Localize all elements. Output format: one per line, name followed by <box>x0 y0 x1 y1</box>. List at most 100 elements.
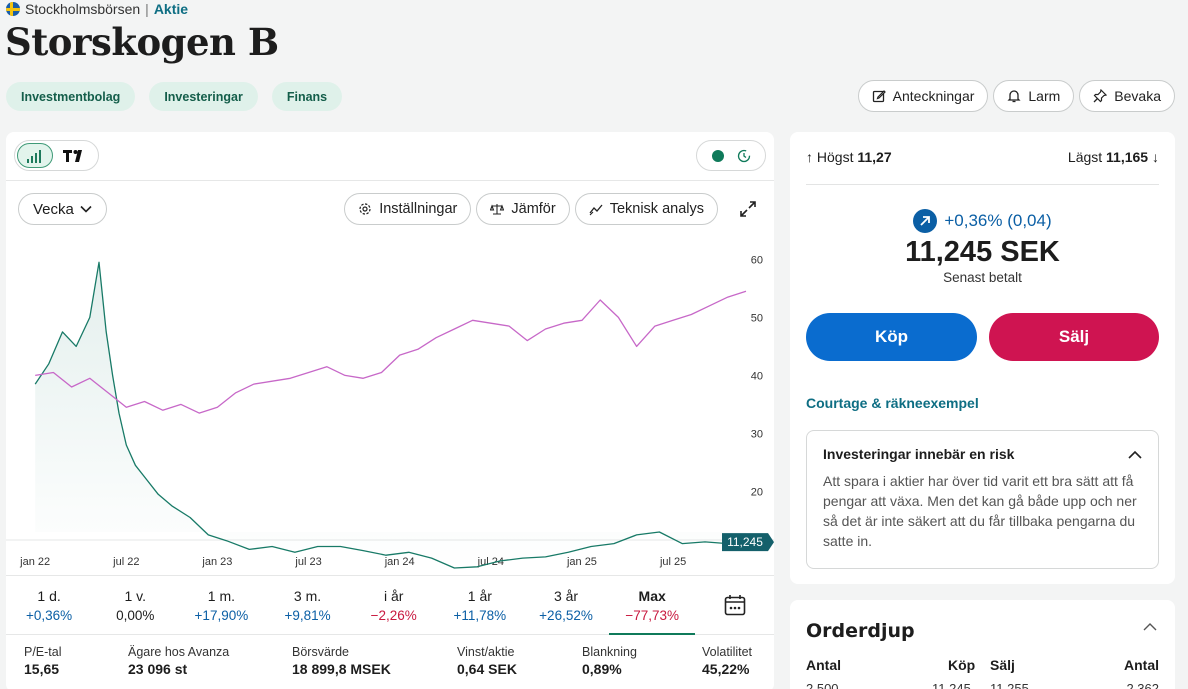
tag-finans[interactable]: Finans <box>271 82 343 111</box>
quote-card: ↑ Högst 11,27 Lägst 11,165 ↓ +0,36% (0,0… <box>790 132 1175 584</box>
range-tab[interactable]: Max −77,73% <box>609 576 696 635</box>
price-chart[interactable]: 60 50 40 30 20 jan 22 jul 22 jan 23 jul 23 jan 24… <box>6 242 774 572</box>
header-qty-sell: Antal <box>1124 657 1159 673</box>
page-title: Storskogen B <box>5 20 279 64</box>
key-fact-value: 23 096 st <box>128 661 188 677</box>
range-label: 1 d. <box>37 587 61 604</box>
range-label: Max <box>638 587 666 604</box>
chevron-up-icon[interactable] <box>1143 622 1157 631</box>
y-tick-label: 20 <box>751 486 763 498</box>
instrument-type[interactable]: Aktie <box>153 1 189 17</box>
row-qty-sell: 2 362 <box>1126 681 1159 689</box>
tag-list: Investmentbolag Investeringar Finans <box>6 82 343 111</box>
range-tab[interactable]: i år −2,26% <box>351 576 437 634</box>
toolbar-divider <box>6 180 774 181</box>
calendar-icon <box>724 595 745 616</box>
key-fact-value: 18 899,8 MSEK <box>292 661 391 677</box>
row-sell: 11,255 <box>990 681 1029 689</box>
x-tick-label: jul 25 <box>659 556 686 568</box>
period-select[interactable]: Vecka <box>18 193 107 225</box>
key-fact-label: Börsvärde <box>292 645 349 659</box>
range-label: 1 år <box>467 587 492 604</box>
x-tick-label: jan 25 <box>566 556 597 568</box>
risk-header[interactable]: Investeringar innebär en risk <box>823 446 1142 462</box>
tag-investmentbolag[interactable]: Investmentbolag <box>6 82 136 111</box>
x-tick-label: jan 24 <box>384 556 415 568</box>
pin-icon <box>1093 89 1108 103</box>
x-tick-label: jul 22 <box>112 556 139 568</box>
compare-label: Jämför <box>511 201 556 217</box>
key-fact: P/E-tal 15,65 <box>24 645 62 677</box>
range-tab[interactable]: 3 år +26,52% <box>523 576 609 634</box>
courtage-link[interactable]: Courtage & räkneexempel <box>806 395 979 411</box>
y-tick-label: 40 <box>751 370 763 382</box>
key-fact-label: Blankning <box>582 645 637 659</box>
y-tick-label: 50 <box>751 312 763 324</box>
range-tab[interactable]: 1 d. +0,36% <box>6 576 92 634</box>
history-icon <box>737 149 750 162</box>
day-low: Lägst 11,165 ↓ <box>1067 149 1159 165</box>
sell-button[interactable]: Sälj <box>989 313 1159 361</box>
change-row: +0,36% (0,04) <box>790 209 1175 233</box>
buy-button[interactable]: Köp <box>806 313 977 361</box>
range-tab[interactable]: 1 m. +17,90% <box>178 576 264 634</box>
range-change: +11,78% <box>453 607 507 623</box>
risk-text: Att spara i aktier har över tid varit et… <box>823 473 1137 549</box>
range-label: 3 m. <box>293 587 322 604</box>
key-fact: Blankning 0,89% <box>582 645 637 677</box>
series-line-index <box>35 290 747 414</box>
notes-button[interactable]: Anteckningar <box>857 80 989 112</box>
last-price-label: Senast betalt <box>943 270 1022 285</box>
risk-title: Investeringar innebär en risk <box>823 446 1015 462</box>
key-fact-label: Vinst/aktie <box>457 645 515 659</box>
mountain-chart-button[interactable] <box>17 143 53 168</box>
tag-investeringar[interactable]: Investeringar <box>149 82 258 111</box>
row-qty-buy: 2 500 <box>806 681 839 689</box>
key-fact-label: Volatilitet <box>702 645 753 659</box>
key-fact: Ägare hos Avanza 23 096 st <box>128 645 229 677</box>
range-tab[interactable]: 1 v. 0,00% <box>92 576 178 634</box>
series-area <box>35 262 746 568</box>
row-buy: 11,245 <box>932 681 971 689</box>
last-price: 11,245 SEK <box>905 236 1060 268</box>
range-label: 1 v. <box>124 587 146 604</box>
quote-divider <box>806 184 1159 185</box>
technical-analysis-button[interactable]: Teknisk analys <box>574 193 718 225</box>
series-line-stock <box>34 261 747 569</box>
chart-tools: Inställningar Jämför Teknisk analys <box>344 193 718 225</box>
compare-button[interactable]: Jämför <box>476 193 570 225</box>
range-label: i år <box>383 587 404 604</box>
range-change: +26,52% <box>539 607 593 623</box>
range-tab[interactable]: 1 år +11,78% <box>437 576 523 634</box>
key-facts: P/E-tal 15,65 Ägare hos Avanza 23 096 st Bör… <box>6 645 774 685</box>
y-tick-label: 30 <box>751 428 763 440</box>
key-fact: Volatilitet 45,22% <box>702 645 752 677</box>
breadcrumb: Stockholmsbörsen | Aktie <box>6 1 188 17</box>
alarm-button[interactable]: Larm <box>993 80 1075 112</box>
calendar-button[interactable] <box>695 576 774 634</box>
range-change: +9,81% <box>284 607 331 623</box>
trend-icon <box>589 204 603 216</box>
exchange-link[interactable]: Stockholmsbörsen <box>25 1 141 17</box>
range-label: 3 år <box>553 587 579 604</box>
live-toggle[interactable] <box>696 140 766 171</box>
range-tab[interactable]: 3 m. +9,81% <box>264 576 350 634</box>
key-fact-value: 45,22% <box>702 661 750 677</box>
watch-button[interactable]: Bevaka <box>1079 80 1175 112</box>
expand-icon[interactable] <box>738 199 758 219</box>
header-buy: Köp <box>948 657 976 673</box>
tradingview-button[interactable] <box>57 143 93 168</box>
key-fact: Vinst/aktie 0,64 SEK <box>457 645 517 677</box>
day-high: ↑ Högst 11,27 <box>806 149 892 165</box>
chart-type-toggle <box>14 140 99 171</box>
x-tick-label: jan 22 <box>19 556 50 568</box>
gear-icon <box>359 203 371 215</box>
range-change: −77,73% <box>625 607 679 623</box>
watch-label: Bevaka <box>1114 88 1161 104</box>
chevron-up-icon <box>1128 450 1142 459</box>
risk-panel: Investeringar innebär en risk Att spara … <box>806 430 1159 569</box>
last-value-tag <box>722 533 774 552</box>
settings-button[interactable]: Inställningar <box>344 193 472 225</box>
key-fact-value: 15,65 <box>24 661 60 677</box>
chevron-down-icon <box>80 205 92 213</box>
